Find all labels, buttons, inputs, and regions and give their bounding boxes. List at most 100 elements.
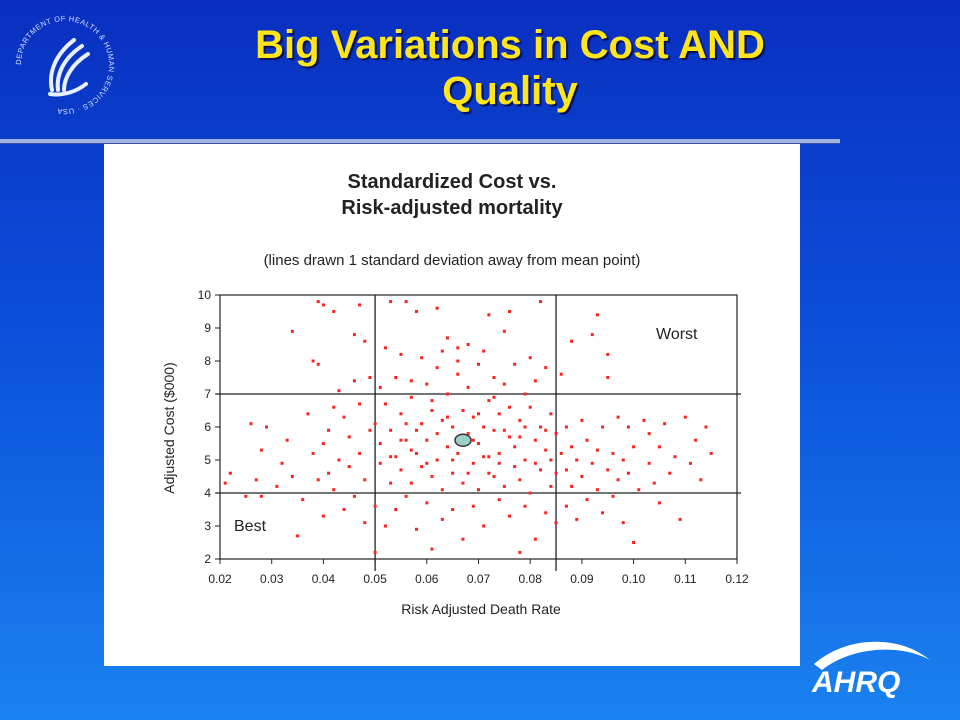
data-point-44 xyxy=(368,428,372,432)
data-point-219 xyxy=(425,461,429,465)
best-quadrant-label: Best xyxy=(234,518,267,535)
data-point-209 xyxy=(404,422,408,426)
data-point-156 xyxy=(564,468,568,472)
data-point-144 xyxy=(539,300,543,304)
data-point-59 xyxy=(394,455,398,459)
data-point-92 xyxy=(451,471,455,475)
data-point-66 xyxy=(404,494,408,498)
data-point-103 xyxy=(471,461,475,465)
data-point-152 xyxy=(554,471,558,475)
data-point-2 xyxy=(244,494,248,498)
data-point-180 xyxy=(616,415,620,419)
data-point-164 xyxy=(580,418,584,422)
chart-title-line-1: Standardized Cost vs. xyxy=(348,171,557,193)
data-point-71 xyxy=(414,310,418,313)
x-tick-label-0: 0.02 xyxy=(208,572,232,586)
data-point-177 xyxy=(606,376,610,379)
data-point-34 xyxy=(347,435,351,439)
data-point-188 xyxy=(642,418,646,422)
data-point-183 xyxy=(626,471,630,475)
data-point-11 xyxy=(290,475,294,478)
y-tick-label-3: 5 xyxy=(204,453,211,467)
data-point-63 xyxy=(399,352,403,356)
chart-title-line-2: Risk-adjusted mortality xyxy=(341,197,563,219)
data-point-67 xyxy=(409,395,413,399)
data-point-126 xyxy=(508,514,512,518)
data-point-193 xyxy=(663,422,667,426)
data-point-228 xyxy=(389,455,393,459)
data-point-173 xyxy=(601,425,605,429)
data-point-96 xyxy=(456,346,460,350)
data-point-169 xyxy=(590,333,594,337)
x-axis-ticks: 0.02 0.03 0.04 0.05 0.06 0.07 0.08 0.09 0.10 0.11… xyxy=(208,559,749,586)
data-point-93 xyxy=(451,508,455,511)
data-point-115 xyxy=(492,475,496,478)
data-point-213 xyxy=(471,438,475,442)
data-point-185 xyxy=(632,445,636,449)
data-point-60 xyxy=(394,508,398,511)
data-point-150 xyxy=(549,458,553,462)
data-point-142 xyxy=(539,425,543,429)
data-point-97 xyxy=(461,409,465,412)
y-tick-label-2: 4 xyxy=(204,486,211,500)
data-point-224 xyxy=(487,471,491,475)
data-point-140 xyxy=(533,379,537,383)
x-tick-label-4: 0.06 xyxy=(415,572,439,586)
data-point-106 xyxy=(477,442,480,445)
data-point-160 xyxy=(570,484,574,488)
data-point-12 xyxy=(290,329,294,333)
data-point-9 xyxy=(280,461,284,465)
data-point-204 xyxy=(621,521,625,525)
data-point-163 xyxy=(575,517,579,521)
data-point-42 xyxy=(363,339,367,343)
y-tick-label-4: 6 xyxy=(204,420,211,434)
data-point-123 xyxy=(502,329,506,333)
data-point-215 xyxy=(497,461,501,465)
data-point-61 xyxy=(399,412,403,416)
data-point-62 xyxy=(399,468,403,472)
scatter-points xyxy=(223,300,713,554)
data-point-179 xyxy=(611,494,615,498)
y-tick-label-0: 2 xyxy=(204,552,211,566)
x-tick-label-6: 0.08 xyxy=(519,572,543,586)
y-tick-label-1: 3 xyxy=(204,519,211,533)
data-point-111 xyxy=(482,524,486,528)
data-point-216 xyxy=(518,435,522,439)
data-point-158 xyxy=(564,425,568,429)
data-point-201 xyxy=(704,425,708,429)
data-point-229 xyxy=(399,438,403,442)
data-point-46 xyxy=(373,422,377,426)
data-point-6 xyxy=(259,448,263,452)
data-point-30 xyxy=(337,458,341,462)
data-point-190 xyxy=(647,432,651,436)
data-point-7 xyxy=(265,425,269,429)
y-tick-label-8: 10 xyxy=(198,288,212,302)
hhs-seal-logo: DEPARTMENT OF HEALTH & HUMAN SERVICES · … xyxy=(14,14,116,116)
data-point-121 xyxy=(502,382,506,386)
data-point-0 xyxy=(223,481,227,485)
data-point-203 xyxy=(657,501,661,505)
x-axis-label: Risk Adjusted Death Rate xyxy=(401,601,561,617)
data-point-220 xyxy=(435,432,439,436)
data-point-116 xyxy=(492,428,496,432)
data-point-129 xyxy=(513,445,517,449)
data-point-22 xyxy=(321,442,325,445)
data-point-132 xyxy=(518,478,522,482)
data-point-210 xyxy=(414,428,418,432)
data-point-178 xyxy=(611,451,615,455)
data-point-181 xyxy=(616,478,620,482)
x-tick-label-3: 0.05 xyxy=(363,572,387,586)
data-point-35 xyxy=(352,333,356,337)
data-point-84 xyxy=(435,306,439,310)
data-point-16 xyxy=(311,451,315,455)
data-point-161 xyxy=(570,339,574,343)
data-point-17 xyxy=(311,359,315,363)
data-point-199 xyxy=(694,438,698,442)
data-point-227 xyxy=(544,428,548,432)
data-point-208 xyxy=(492,395,496,399)
y-tick-label-7: 9 xyxy=(204,321,211,335)
data-point-139 xyxy=(533,438,537,442)
data-point-58 xyxy=(394,376,398,379)
data-point-52 xyxy=(383,524,387,528)
data-point-192 xyxy=(657,445,661,449)
